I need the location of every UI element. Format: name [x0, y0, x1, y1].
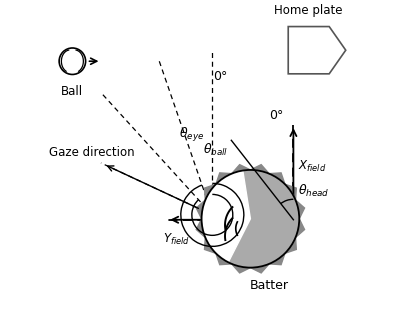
Text: Ball: Ball — [61, 85, 84, 99]
Text: $0°$: $0°$ — [269, 109, 284, 122]
Text: Home plate: Home plate — [274, 4, 343, 17]
Text: Gaze direction: Gaze direction — [49, 146, 134, 159]
Text: $\theta_{ball}$: $\theta_{ball}$ — [203, 142, 229, 158]
Circle shape — [59, 48, 86, 74]
Text: Batter: Batter — [250, 279, 289, 292]
Polygon shape — [202, 171, 250, 261]
Text: $0°$: $0°$ — [213, 70, 228, 82]
Text: $Y_{field}$: $Y_{field}$ — [163, 232, 190, 247]
Polygon shape — [196, 165, 304, 273]
Circle shape — [202, 170, 299, 268]
Text: $\theta_{head}$: $\theta_{head}$ — [298, 183, 330, 199]
Text: $X_{field}$: $X_{field}$ — [298, 159, 326, 174]
Text: $\theta_{eye}$: $\theta_{eye}$ — [179, 126, 204, 144]
